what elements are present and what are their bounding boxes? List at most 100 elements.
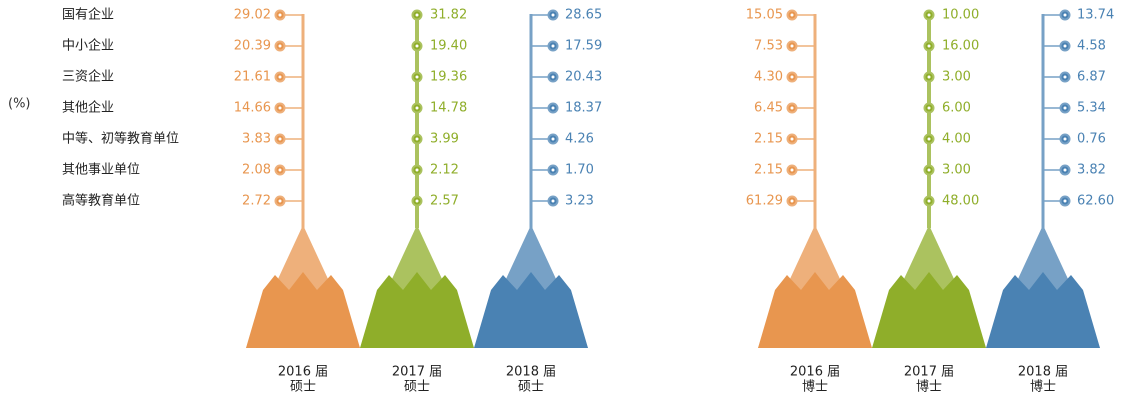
unit-label: (%)	[8, 97, 31, 112]
value-dot-center	[927, 168, 931, 172]
mountain-base	[474, 272, 588, 348]
value-label: 6.87	[1077, 70, 1106, 85]
value-label: 13.74	[1077, 8, 1114, 23]
value-dot-center	[551, 13, 555, 17]
category-label: 其他事业单位	[62, 163, 140, 178]
value-dot-center	[551, 106, 555, 110]
value-dot-center	[1063, 106, 1067, 110]
value-dot-center	[790, 13, 794, 17]
value-label: 4.26	[565, 132, 594, 147]
value-dot-center	[551, 168, 555, 172]
value-label: 2.12	[430, 163, 459, 178]
value-dot-center	[927, 75, 931, 79]
value-label: 2.15	[754, 132, 783, 147]
value-dot-center	[415, 75, 419, 79]
value-dot-center	[790, 168, 794, 172]
value-label: 4.00	[942, 132, 971, 147]
value-dot-center	[278, 199, 282, 203]
value-dot-center	[927, 44, 931, 48]
series-degree: 硕士	[404, 380, 430, 395]
value-label: 14.78	[430, 101, 467, 116]
series-degree: 博士	[802, 380, 828, 395]
mountain-base	[758, 272, 872, 348]
value-label: 3.00	[942, 163, 971, 178]
value-label: 3.83	[242, 132, 271, 147]
value-dot-center	[790, 199, 794, 203]
series-degree: 硕士	[290, 380, 316, 395]
series-name: 2017 届	[392, 365, 442, 380]
value-label: 18.37	[565, 101, 602, 116]
series-name: 2018 届	[506, 365, 556, 380]
value-label: 6.45	[754, 101, 783, 116]
value-label: 7.53	[754, 39, 783, 54]
value-label: 3.00	[942, 70, 971, 85]
value-dot-center	[927, 199, 931, 203]
value-dot-center	[551, 75, 555, 79]
mountain-base	[872, 272, 986, 348]
value-label: 5.34	[1077, 101, 1106, 116]
value-dot-center	[278, 106, 282, 110]
value-dot-center	[551, 44, 555, 48]
value-dot-center	[278, 168, 282, 172]
value-label: 2.08	[242, 163, 271, 178]
value-dot-center	[790, 75, 794, 79]
category-label: 其他企业	[62, 100, 114, 116]
mountain-base	[986, 272, 1100, 348]
value-label: 31.82	[430, 8, 467, 23]
value-label: 15.05	[746, 8, 783, 23]
value-dot-center	[790, 106, 794, 110]
value-label: 2.72	[242, 194, 271, 209]
value-label: 3.99	[430, 132, 459, 147]
value-label: 21.61	[234, 70, 271, 85]
category-label: 国有企业	[62, 7, 114, 23]
value-label: 61.29	[746, 194, 783, 209]
value-dot-center	[927, 106, 931, 110]
value-label: 2.57	[430, 194, 459, 209]
value-label: 4.58	[1077, 39, 1106, 54]
series-name: 2016 届	[790, 365, 840, 380]
value-dot-center	[790, 137, 794, 141]
value-dot-center	[415, 106, 419, 110]
value-label: 29.02	[234, 8, 271, 23]
category-label: 中小企业	[62, 38, 114, 54]
value-label: 62.60	[1077, 194, 1114, 209]
value-dot-center	[278, 44, 282, 48]
value-label: 14.66	[234, 101, 271, 116]
mountain-base	[246, 272, 360, 348]
value-label: 6.00	[942, 101, 971, 116]
value-dot-center	[551, 199, 555, 203]
value-dot-center	[551, 137, 555, 141]
category-label: 中等、初等教育单位	[62, 131, 179, 147]
value-dot-center	[415, 168, 419, 172]
category-label: 三资企业	[62, 69, 114, 85]
value-dot-center	[415, 199, 419, 203]
value-dot-center	[1063, 13, 1067, 17]
value-label: 20.43	[565, 70, 602, 85]
value-label: 10.00	[942, 8, 979, 23]
value-dot-center	[415, 137, 419, 141]
value-label: 17.59	[565, 39, 602, 54]
value-dot-center	[790, 44, 794, 48]
value-label: 20.39	[234, 39, 271, 54]
value-label: 4.30	[754, 70, 783, 85]
value-label: 16.00	[942, 39, 979, 54]
value-dot-center	[278, 75, 282, 79]
series-degree: 博士	[1030, 380, 1056, 395]
series-name: 2016 届	[278, 365, 328, 380]
category-label: 高等教育单位	[62, 193, 140, 209]
value-label: 2.15	[754, 163, 783, 178]
value-dot-center	[1063, 44, 1067, 48]
value-dot-center	[415, 13, 419, 17]
value-dot-center	[415, 44, 419, 48]
value-dot-center	[278, 13, 282, 17]
value-label: 1.70	[565, 163, 594, 178]
series-name: 2017 届	[904, 365, 954, 380]
value-dot-center	[1063, 199, 1067, 203]
value-dot-center	[927, 13, 931, 17]
series-name: 2018 届	[1018, 365, 1068, 380]
value-dot-center	[278, 137, 282, 141]
value-label: 48.00	[942, 194, 979, 209]
value-dot-center	[1063, 75, 1067, 79]
value-label: 0.76	[1077, 132, 1106, 147]
value-label: 28.65	[565, 8, 602, 23]
